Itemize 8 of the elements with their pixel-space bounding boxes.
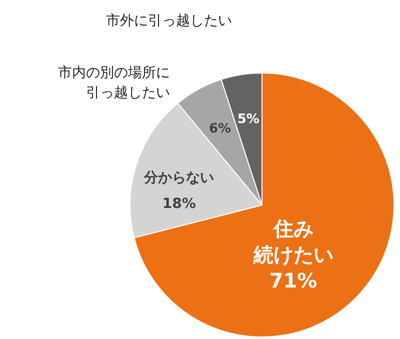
slice-label: 住み続けたい bbox=[252, 216, 334, 266]
slice-label: 分からない bbox=[143, 170, 214, 186]
data-label: 18% bbox=[162, 196, 196, 212]
slice-label: 市外に引っ越したい bbox=[106, 13, 232, 29]
data-label: 71% bbox=[269, 268, 318, 292]
slice-label: 市内の別の場所に引っ越したい bbox=[58, 65, 170, 101]
data-label: 6% bbox=[208, 122, 232, 137]
data-label: 5% bbox=[237, 112, 260, 127]
